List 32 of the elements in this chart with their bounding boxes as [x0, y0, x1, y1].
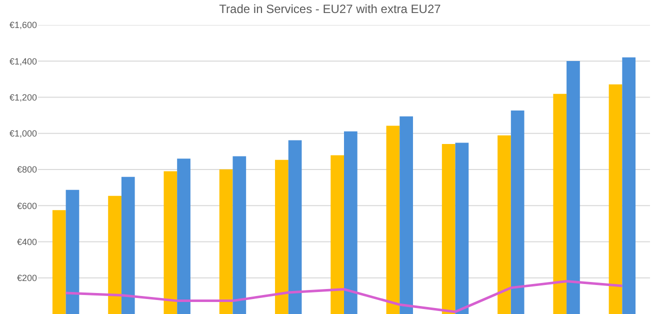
- bar: [510, 110, 524, 314]
- bar: [330, 155, 344, 314]
- bar: [498, 135, 511, 314]
- line-series: [64, 280, 624, 314]
- bar: [164, 171, 178, 314]
- chart-title: Trade in Services - EU27 with extra EU27: [219, 2, 442, 16]
- y-tick-label: €400: [16, 236, 37, 247]
- bar: [442, 144, 456, 314]
- bar: [622, 57, 636, 314]
- bar: [386, 126, 400, 314]
- y-tick-label: €800: [16, 164, 37, 175]
- bar: [177, 158, 190, 314]
- y-tick-label: €600: [16, 200, 37, 211]
- bar: [275, 160, 288, 314]
- bar: [121, 176, 135, 314]
- y-tick-label: €200: [16, 273, 37, 284]
- bar: [455, 142, 469, 314]
- bar: [66, 190, 80, 314]
- bar: [288, 140, 302, 314]
- bar: [553, 94, 567, 314]
- bar: [400, 116, 413, 314]
- y-tick-label: €1,000: [9, 128, 37, 139]
- bar: [344, 131, 358, 314]
- bar: [608, 84, 622, 314]
- y-tick-label: €1,600: [9, 20, 37, 30]
- bar: [219, 169, 233, 314]
- bar: [566, 60, 580, 314]
- bar: [232, 156, 246, 314]
- y-tick-label: €1,400: [9, 56, 37, 66]
- bar: [52, 210, 66, 314]
- bar: [108, 196, 122, 314]
- y-tick-label: €1,200: [9, 92, 37, 102]
